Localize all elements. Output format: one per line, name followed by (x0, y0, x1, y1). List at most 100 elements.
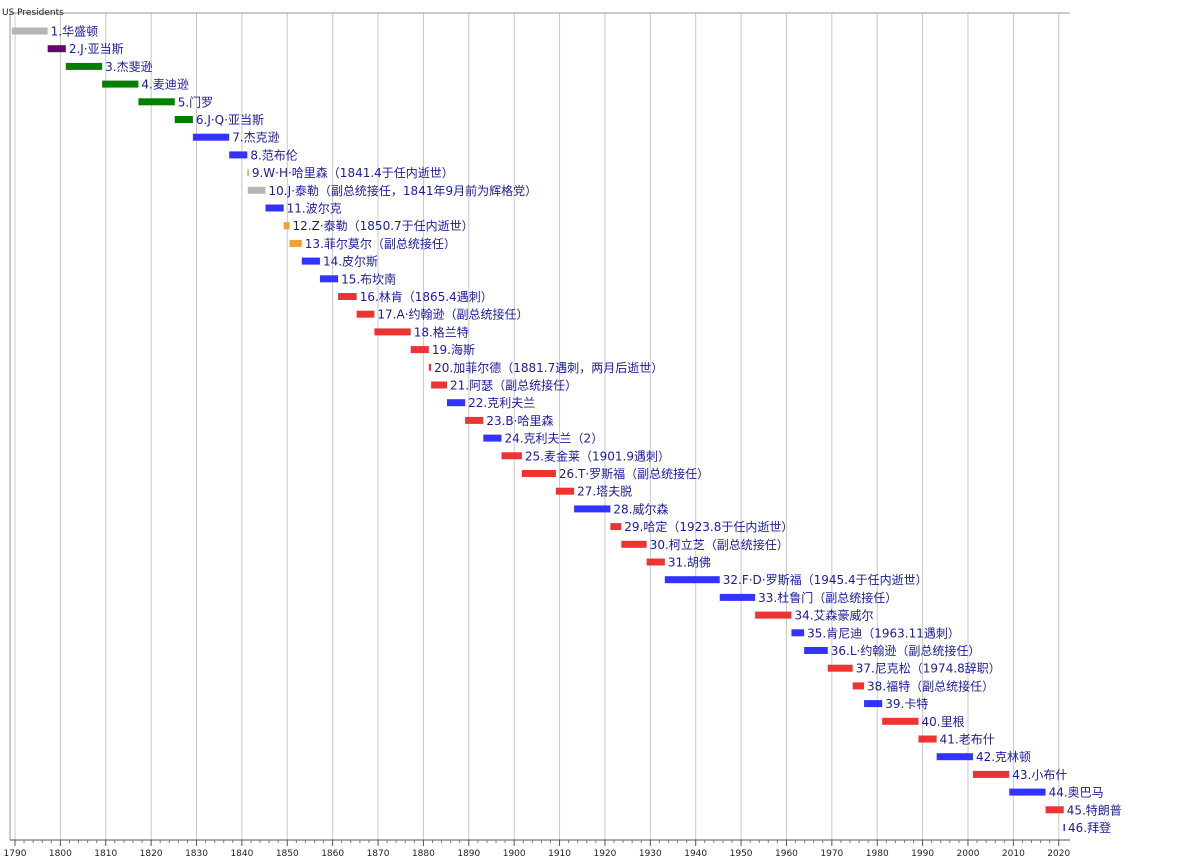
chart-frame (9, 12, 1070, 841)
president-label: 13.菲尔莫尔（副总统接任） (305, 236, 456, 251)
president-label: 46.拜登 (1068, 820, 1111, 835)
tick-label: 1950 (730, 849, 753, 858)
president-bar (374, 328, 411, 336)
tick-label: 1990 (911, 849, 934, 858)
president-label: 12.Z·泰勒（1850.7于任内逝世） (293, 219, 474, 233)
president-bar (555, 487, 575, 495)
president-bar (864, 700, 883, 708)
tick-label: 1910 (548, 849, 571, 858)
president-bar (247, 186, 266, 194)
president-label: 40.里根 (922, 715, 965, 729)
president-label: 28.威尔森 (613, 501, 668, 516)
president-bar (882, 717, 919, 725)
president-label: 17.A·约翰逊（副总统接任） (377, 307, 528, 322)
president-label: 20.加菲尔德（1881.7遇刺，两月后逝世） (434, 360, 663, 375)
tick-label: 1800 (49, 849, 72, 858)
tick-label: 1930 (639, 849, 662, 858)
president-label: 16.林肯（1865.4遇刺） (360, 290, 493, 304)
tick-label: 2020 (1047, 849, 1070, 858)
president-bar (319, 275, 339, 283)
president-label: 29.哈定（1923.8于任内逝世） (624, 519, 793, 534)
president-bar (338, 293, 357, 300)
tick-label: 1840 (230, 849, 253, 858)
president-label: 22.克利夫兰 (468, 396, 535, 410)
tick-label: 1820 (140, 849, 163, 858)
president-bar (47, 45, 66, 53)
president-label: 33.杜鲁门（副总统接任） (758, 590, 897, 605)
president-bar (192, 133, 230, 141)
president-label: 5.门罗 (178, 94, 213, 109)
tick-label: 1810 (94, 849, 117, 858)
grid-lines (14, 13, 1060, 840)
president-bar (465, 416, 484, 424)
president-bar (936, 753, 973, 761)
president-label: 1.华盛顿 (51, 24, 98, 39)
tick-label: 1870 (367, 849, 390, 858)
president-bar (574, 505, 611, 513)
president-bar (410, 346, 429, 354)
president-bar (791, 629, 805, 637)
president-label: 35.肯尼迪（1963.11遇刺） (807, 626, 960, 640)
tick-label: 2010 (1002, 849, 1025, 858)
president-label: 2.J·亚当斯 (69, 42, 124, 56)
president-label: 45.特朗普 (1067, 802, 1122, 817)
tick-label: 1940 (684, 849, 707, 858)
president-bar (11, 27, 48, 35)
president-bar (521, 470, 556, 477)
president-bar (501, 452, 522, 460)
tick-label: 1890 (457, 849, 480, 858)
president-label: 25.麦金莱（1901.9遇刺） (525, 448, 670, 463)
x-axis: 1790 1800 1810 1820 1830 1840 1850 1860 1870 1880… (4, 840, 1070, 858)
president-label: 27.塔夫脱 (577, 484, 632, 499)
tick-label: 1980 (866, 849, 889, 858)
president-bar (804, 647, 828, 654)
president-bar (1063, 824, 1066, 831)
president-label: 39.卡特 (885, 696, 928, 711)
chart-title: US Presidents (2, 8, 64, 18)
president-bar (289, 239, 302, 247)
president-bars (11, 27, 1066, 831)
president-label: 37.尼克松（1974.8辞职） (856, 661, 1001, 676)
tick-label: 1850 (276, 849, 299, 858)
president-bar (972, 770, 1010, 778)
president-label: 23.B·哈里森 (486, 413, 553, 428)
tick-label: 1900 (503, 849, 526, 858)
president-bar (1009, 788, 1046, 796)
president-label: 32.F·D·罗斯福（1945.4于任内逝世） (723, 572, 928, 587)
president-bar (283, 222, 290, 230)
president-bar (65, 62, 103, 70)
tick-label: 1830 (185, 849, 208, 858)
president-label: 14.皮尔斯 (323, 254, 378, 269)
president-bar (664, 576, 720, 584)
president-bar (918, 735, 937, 743)
tick-label: 1920 (593, 849, 616, 858)
president-bar (1045, 806, 1064, 814)
president-label: 3.杰斐逊 (105, 60, 152, 74)
president-label: 41.老布什 (940, 733, 995, 747)
president-bar (174, 116, 193, 123)
president-label: 6.J·Q·亚当斯 (196, 113, 264, 127)
president-bar (428, 363, 432, 371)
president-bar (356, 310, 375, 318)
president-label: 43.小布什 (1012, 768, 1067, 782)
president-bar (621, 540, 647, 548)
president-bar (610, 523, 622, 531)
president-bar (229, 151, 248, 159)
president-label: 44.奥巴马 (1049, 786, 1104, 800)
president-bar (719, 593, 756, 601)
president-label: 26.T·罗斯福（副总统接任） (559, 466, 709, 481)
president-label: 8.范布伦 (250, 147, 297, 162)
tick-label: 1970 (820, 849, 843, 858)
tick-label: 1860 (321, 849, 344, 858)
president-label: 4.麦迪逊 (141, 78, 188, 92)
president-bar (852, 682, 865, 690)
president-bar (102, 80, 139, 88)
president-bar (247, 169, 249, 177)
president-bar (447, 399, 466, 407)
president-bar (265, 204, 284, 212)
president-label: 38.福特（副总统接任） (867, 678, 994, 693)
tick-label: 1790 (4, 849, 27, 858)
president-label: 30.柯立芝（副总统接任） (650, 537, 789, 552)
president-bar (755, 611, 792, 619)
president-label: 34.艾森豪威尔 (794, 608, 873, 623)
